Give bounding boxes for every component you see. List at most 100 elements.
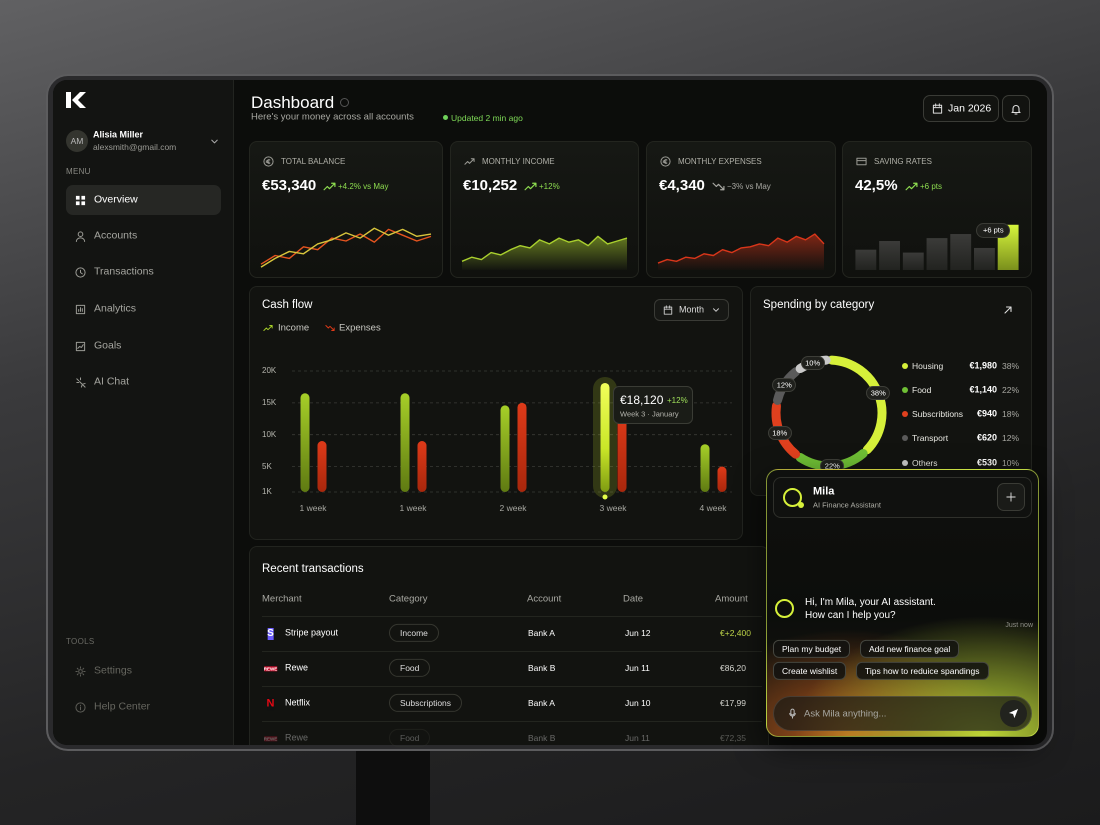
tool-item[interactable]: Settings xyxy=(94,664,132,677)
icon-shape xyxy=(788,708,796,719)
transactions-title: Recent transactions xyxy=(262,563,364,576)
legend-amount: €940 xyxy=(976,408,997,419)
suggestion-chip[interactable]: Plan my budget xyxy=(773,639,851,659)
icon xyxy=(75,195,85,205)
date: Jun 12 xyxy=(625,627,651,638)
chat-input[interactable] xyxy=(773,696,1032,731)
new-chat-button[interactable] xyxy=(997,483,1025,511)
legend-dot xyxy=(902,411,908,417)
legend-percent: 38% xyxy=(1001,360,1019,371)
assistant-online-dot xyxy=(798,502,804,508)
legend-category: Housing xyxy=(912,360,944,371)
bar xyxy=(950,234,972,270)
avatar xyxy=(66,130,88,152)
area xyxy=(658,234,824,270)
icon xyxy=(75,376,86,388)
y-tick-label: 1K xyxy=(262,487,272,497)
legend-amount: €1,980 xyxy=(969,360,997,371)
merchant: Rewe xyxy=(285,662,309,673)
legend-percent: 18% xyxy=(1001,408,1019,419)
row-divider xyxy=(262,686,762,687)
account: Bank B xyxy=(528,662,556,673)
donut-label: 22% xyxy=(824,461,840,471)
icon xyxy=(663,305,673,315)
menu-item[interactable]: Accounts xyxy=(94,229,138,242)
icon xyxy=(74,665,86,677)
bar xyxy=(300,393,310,492)
bar xyxy=(902,252,924,270)
user-email: alexsmith@gmail.com xyxy=(93,141,177,152)
icon xyxy=(711,182,725,190)
icon-shape xyxy=(663,305,673,315)
merchant: Stripe payout xyxy=(285,627,339,638)
icon xyxy=(1004,306,1012,314)
suggestion-chip[interactable]: Add new finance goal xyxy=(860,639,960,659)
legend-dot xyxy=(902,460,908,466)
bar xyxy=(400,393,410,492)
tool-item[interactable]: Help Center xyxy=(94,700,151,713)
date: Jun 11 xyxy=(625,662,650,673)
menu-item[interactable]: Analytics xyxy=(94,302,137,315)
row-divider xyxy=(262,651,762,652)
legend-category: Transport xyxy=(912,432,949,443)
notification-button[interactable] xyxy=(1002,95,1030,122)
icon-shape xyxy=(75,230,85,242)
annotation: +6 pts xyxy=(982,225,1004,235)
donut-segment xyxy=(827,355,887,455)
status-text: Updated 2 min ago xyxy=(451,112,523,123)
menu-item[interactable]: Goals xyxy=(94,339,122,352)
date-button[interactable] xyxy=(923,95,999,122)
icon-shape xyxy=(711,182,725,190)
menu-item[interactable]: Transactions xyxy=(94,265,154,278)
icon xyxy=(855,157,867,165)
icon xyxy=(263,325,273,331)
row-divider xyxy=(262,616,762,617)
stat-label: MONTHLY EXPENSES xyxy=(678,156,762,166)
assistant-avatar xyxy=(783,488,802,507)
icon-shape xyxy=(855,157,867,165)
category-pill: Subscriptions xyxy=(389,693,463,713)
icon-shape xyxy=(1004,306,1012,314)
icon xyxy=(74,266,86,278)
menu-item[interactable]: AI Chat xyxy=(94,375,130,388)
legend-amount: €1,140 xyxy=(969,384,997,395)
row-divider xyxy=(262,721,762,722)
x-tick-label: 3 week xyxy=(599,502,627,513)
date: Jun 10 xyxy=(625,697,651,708)
page-title: Dashboard xyxy=(251,92,335,112)
icon xyxy=(325,325,335,331)
tooltip xyxy=(613,386,693,424)
x-tick-label: 4 week xyxy=(699,502,727,513)
period-text: Month xyxy=(679,304,705,315)
stat-label: SAVING RATES xyxy=(874,156,932,166)
chat-input-placeholder: Ask Mila anything... xyxy=(804,707,887,719)
legend-percent: 12% xyxy=(1001,432,1019,443)
donut-label-pill xyxy=(866,386,891,401)
category-pill: Income xyxy=(389,623,439,643)
icon-shape xyxy=(659,155,671,167)
bar xyxy=(717,466,727,492)
assistant-message: How can I help you? xyxy=(805,610,896,621)
suggestion-chip[interactable]: Tips how to reduice spandings xyxy=(856,661,989,681)
stat-chart xyxy=(260,227,432,268)
tooltip-change: +12% xyxy=(667,396,688,406)
x-tick-label: 1 week xyxy=(299,502,327,513)
bar xyxy=(855,249,877,270)
icon xyxy=(1011,104,1021,115)
icon xyxy=(523,182,537,190)
icon-shape xyxy=(75,195,85,205)
legend-percent: 10% xyxy=(1001,457,1019,468)
menu-item-active[interactable] xyxy=(66,185,221,215)
suggestion-chip[interactable]: Create wishlist xyxy=(773,661,847,681)
cash-flow-title: Cash flow xyxy=(262,299,313,312)
user-name: Alisia Miller xyxy=(93,129,144,140)
icon-shape xyxy=(74,665,86,677)
bar xyxy=(879,241,901,270)
period-button[interactable] xyxy=(654,299,729,321)
donut-label: 12% xyxy=(776,380,792,390)
icon xyxy=(262,155,274,167)
icon xyxy=(75,304,85,314)
icon-shape xyxy=(932,103,942,114)
menu-item[interactable]: Overview xyxy=(94,193,138,206)
